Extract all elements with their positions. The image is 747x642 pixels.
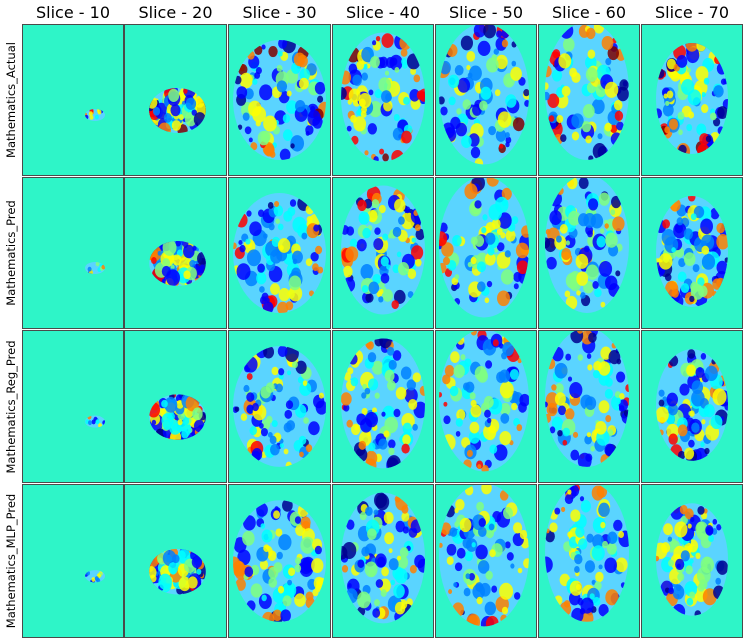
brain-heatmap — [545, 25, 629, 160]
slice-panel — [228, 330, 331, 483]
slice-panel — [538, 484, 640, 638]
brain-heatmap — [149, 394, 206, 440]
brain-heatmap — [85, 262, 105, 274]
brain-heatmap — [439, 485, 529, 627]
row-label-4: Mathematics_MLP_Pred — [0, 484, 22, 638]
slice-panel — [124, 24, 227, 176]
slice-panel — [332, 330, 434, 483]
row-label-text: Mathematics_MLP_Pred — [4, 493, 18, 629]
column-header-2: Slice - 20 — [138, 3, 213, 22]
slice-panel — [22, 330, 124, 483]
slice-panel — [641, 177, 743, 329]
slice-panel — [22, 177, 124, 329]
column-header-4: Slice - 40 — [346, 3, 420, 22]
slice-panel — [435, 484, 537, 638]
brain-heatmap — [233, 40, 326, 160]
slice-panel — [435, 330, 537, 483]
brain-heatmap — [233, 193, 326, 313]
slice-panel — [538, 330, 640, 483]
slice-panel — [228, 484, 331, 638]
slice-panel — [332, 484, 434, 638]
slice-panel — [538, 177, 640, 329]
brain-heatmap — [439, 178, 529, 318]
row-label-text: Mathematics_Actual — [4, 42, 18, 158]
brain-heatmap — [341, 185, 425, 315]
column-header-1: Slice - 10 — [36, 3, 110, 22]
slice-panel — [228, 177, 331, 329]
brain-heatmap — [656, 349, 728, 461]
column-header-6: Slice - 60 — [552, 3, 626, 22]
brain-heatmap — [545, 485, 629, 622]
slice-panel — [22, 484, 124, 638]
brain-heatmap — [656, 503, 728, 616]
brain-heatmap — [85, 570, 105, 583]
slice-panel — [228, 24, 331, 176]
brain-heatmap — [149, 241, 206, 286]
brain-heatmap — [233, 500, 326, 622]
brain-heatmap — [439, 331, 529, 472]
row-label-3: Mathematics_Reg_Pred — [0, 330, 22, 483]
slice-panel — [641, 24, 743, 176]
brain-outline — [545, 485, 629, 622]
slice-panel — [435, 177, 537, 329]
column-header-7: Slice - 70 — [655, 3, 729, 22]
slice-panel — [641, 330, 743, 483]
brain-heatmap — [656, 43, 728, 154]
row-label-text: Mathematics_Reg_Pred — [4, 339, 18, 474]
brain-heatmap — [439, 25, 529, 165]
slice-panel — [22, 24, 124, 176]
column-header-5: Slice - 50 — [449, 3, 523, 22]
slice-panel — [332, 177, 434, 329]
slice-panel — [538, 24, 640, 176]
brain-heatmap — [341, 32, 425, 162]
slice-panel — [124, 330, 227, 483]
column-header-3: Slice - 30 — [242, 3, 317, 22]
slice-panel — [124, 484, 227, 638]
slice-panel — [435, 24, 537, 176]
slice-panel — [124, 177, 227, 329]
brain-heatmap — [85, 109, 105, 121]
brain-heatmap — [545, 178, 629, 313]
slice-panel — [641, 484, 743, 638]
brain-heatmap — [149, 88, 206, 133]
row-label-2: Mathematics_Pred — [0, 177, 22, 329]
brain-heatmap — [149, 548, 206, 595]
brain-heatmap — [85, 415, 105, 428]
brain-heatmap — [656, 196, 728, 307]
brain-heatmap — [545, 331, 629, 467]
brain-heatmap — [341, 492, 425, 624]
row-label-text: Mathematics_Pred — [4, 200, 18, 306]
row-label-1: Mathematics_Actual — [0, 24, 22, 176]
slice-panel — [332, 24, 434, 176]
brain-heatmap — [233, 346, 326, 467]
brain-heatmap — [341, 338, 425, 469]
